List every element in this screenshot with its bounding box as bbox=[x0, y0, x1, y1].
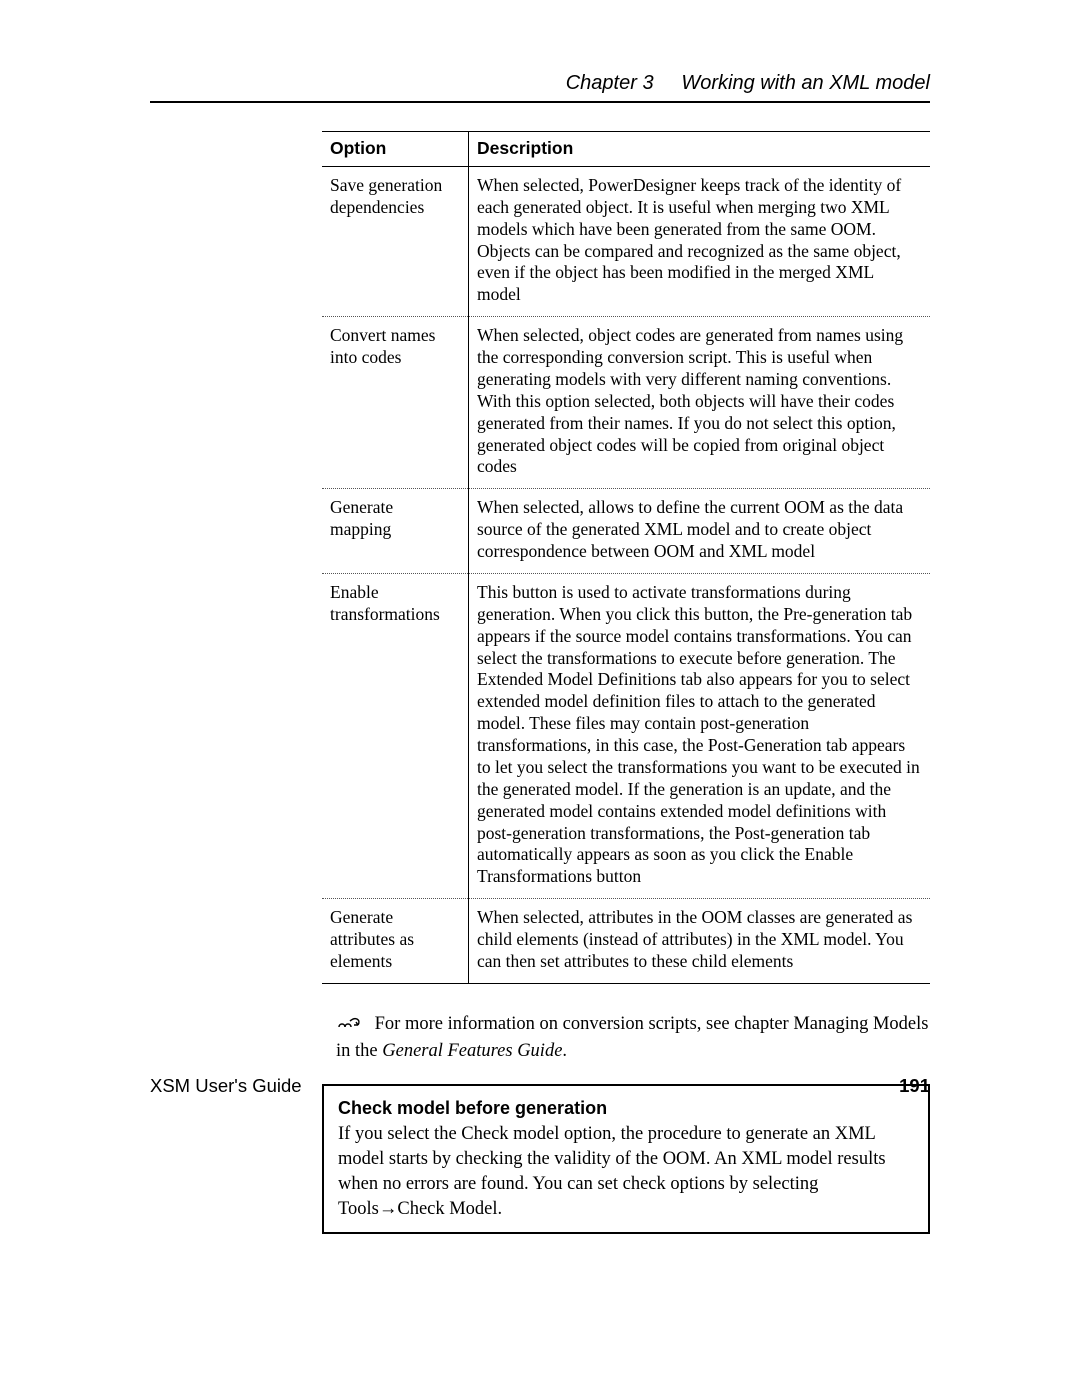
option-cell: Generate mapping bbox=[322, 489, 469, 574]
footer-guide: XSM User's Guide bbox=[150, 1075, 302, 1097]
col-header-option: Option bbox=[322, 132, 469, 167]
note-title: Check model before generation bbox=[338, 1096, 914, 1120]
crossref-reference: General Features Guide bbox=[382, 1041, 562, 1061]
description-cell: When selected, PowerDesigner keeps track… bbox=[469, 166, 931, 316]
note-box: Check model before generation If you sel… bbox=[322, 1084, 930, 1234]
options-table: Option Description Save generation depen… bbox=[322, 131, 930, 984]
description-cell: When selected, attributes in the OOM cla… bbox=[469, 899, 931, 984]
col-header-description: Description bbox=[469, 132, 931, 167]
chapter-title: Working with an XML model bbox=[681, 72, 930, 94]
description-cell: When selected, object codes are generate… bbox=[469, 317, 931, 489]
crossref-suffix: . bbox=[562, 1041, 567, 1061]
chapter-label: Chapter 3 bbox=[566, 72, 654, 94]
option-cell: Enable transformations bbox=[322, 573, 469, 898]
note-body: If you select the Check model option, th… bbox=[338, 1122, 914, 1222]
running-head: Chapter 3 Working with an XML model bbox=[150, 72, 930, 103]
table-row: Save generation dependencies When select… bbox=[322, 166, 930, 316]
option-cell: Generate attributes as elements bbox=[322, 899, 469, 984]
table-row: Enable transformations This button is us… bbox=[322, 573, 930, 898]
option-cell: Save generation dependencies bbox=[322, 166, 469, 316]
book-link-icon bbox=[336, 1014, 362, 1039]
page-footer: XSM User's Guide 191 bbox=[150, 1075, 930, 1097]
description-cell: When selected, allows to define the curr… bbox=[469, 489, 931, 574]
description-cell: This button is used to activate transfor… bbox=[469, 573, 931, 898]
page: Chapter 3 Working with an XML model Opti… bbox=[0, 0, 1080, 1397]
table-row: Generate attributes as elements When sel… bbox=[322, 899, 930, 984]
table-row: Generate mapping When selected, allows t… bbox=[322, 489, 930, 574]
option-cell: Convert names into codes bbox=[322, 317, 469, 489]
main-content: Option Description Save generation depen… bbox=[322, 131, 930, 1234]
table-header-row: Option Description bbox=[322, 132, 930, 167]
table-row: Convert names into codes When selected, … bbox=[322, 317, 930, 489]
page-number: 191 bbox=[899, 1075, 930, 1097]
cross-reference: For more information on conversion scrip… bbox=[322, 1012, 930, 1064]
